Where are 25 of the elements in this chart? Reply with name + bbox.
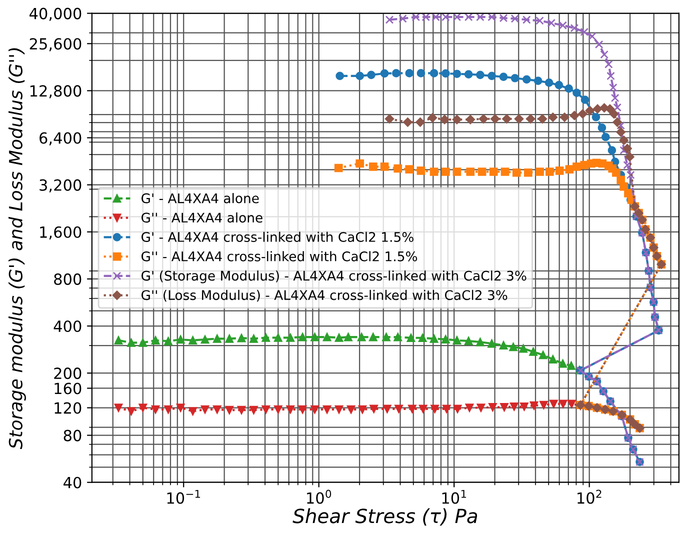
y-tick-label: 3,200: [40, 179, 82, 192]
y-tick-label: 400: [54, 320, 82, 332]
y-tick-label: 6,400: [40, 132, 82, 146]
legend-label: G' - AL4XA4 cross-linked with CaCl2 1.5%: [141, 232, 414, 242]
x-axis-title: Shear Stress (τ) Pa: [292, 508, 478, 526]
x-tick-label: 10$^{1}$: [442, 490, 466, 504]
y-tick-label: 25,600: [30, 38, 82, 52]
y-tick-label: 120: [54, 402, 82, 414]
y-tick-label: 200: [54, 368, 82, 380]
x-tick-label: 10$^{0}$: [307, 490, 332, 504]
legend-label: G' (Storage Modulus) - AL4XA4 cross-linked with CaCl2 3%: [141, 270, 526, 284]
y-tick-label: 80: [64, 430, 82, 442]
y-tick-label: 1,600: [40, 226, 82, 240]
x-tick-label: 10$^{2}$: [578, 490, 602, 504]
legend-label: G'' - AL4XA4 alone: [141, 212, 262, 223]
x-tick-label: 10$^{−1}$: [167, 490, 200, 504]
legend-label: G' - AL4XA4 alone: [141, 193, 259, 204]
legend-label: G'' (Loss Modulus) - AL4XA4 cross-linked with CaCl2 3%: [141, 290, 508, 302]
legend-label: G'' - AL4XA4 cross-linked with CaCl2 1.5%: [141, 251, 418, 262]
y-axis-title: Storage modulus (G') and Loss Modulus (G''): [8, 48, 26, 450]
y-tick-label: 40: [64, 476, 82, 488]
y-tick-label: 40,000: [30, 8, 82, 21]
y-tick-label: 800: [54, 273, 82, 285]
y-tick-label: 160: [54, 382, 82, 394]
y-tick-label: 12,800: [30, 85, 82, 98]
